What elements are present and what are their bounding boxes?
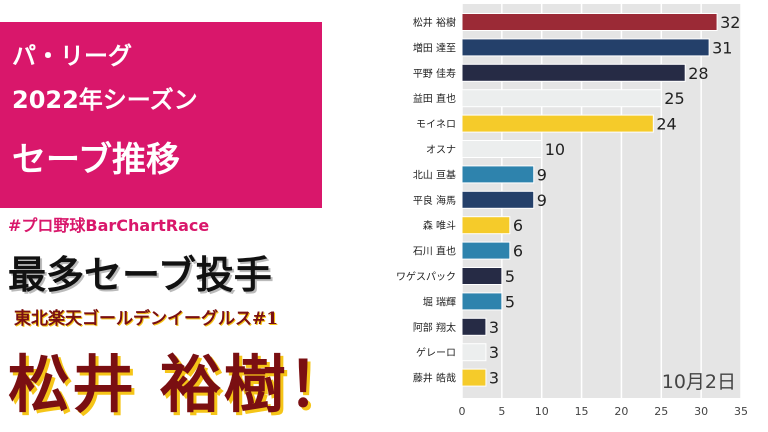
bar xyxy=(461,89,662,108)
title-season: 2022年シーズン xyxy=(12,86,198,114)
value-label: 32 xyxy=(720,13,740,32)
winner-name: 松井 裕樹！ xyxy=(8,348,352,421)
value-label: 3 xyxy=(489,343,499,362)
bar xyxy=(461,38,710,57)
x-tick-label: 30 xyxy=(694,405,708,418)
category-label: 北山 亘基 xyxy=(413,168,456,181)
value-label: 5 xyxy=(505,267,515,286)
bar xyxy=(461,13,718,31)
hashtag: #プロ野球BarChartRace xyxy=(8,216,210,235)
date-label: 10月2日 xyxy=(662,371,736,393)
category-label: 石川 直也 xyxy=(413,245,456,258)
bar xyxy=(461,216,511,235)
bar xyxy=(461,114,654,133)
category-label: 藤井 皓哉 xyxy=(413,372,456,385)
category-label: オスナ xyxy=(426,144,456,156)
value-label: 3 xyxy=(489,318,499,337)
bar xyxy=(461,63,686,82)
bar xyxy=(461,190,535,209)
bar xyxy=(461,165,535,184)
title-box: パ・リーグ 2022年シーズン セーブ推移 xyxy=(0,22,322,208)
category-label: 堀 瑞輝 xyxy=(423,296,456,308)
category-label: モイネロ xyxy=(416,119,456,131)
title-league: パ・リーグ xyxy=(12,42,132,70)
category-label: 増田 達至 xyxy=(413,41,456,54)
bar xyxy=(461,292,503,311)
heading: 最多セーブ投手 xyxy=(8,253,272,297)
bar xyxy=(461,241,511,260)
x-tick-label: 20 xyxy=(614,405,628,418)
category-label: 松井 裕樹 xyxy=(413,16,456,29)
x-tick-label: 10 xyxy=(535,405,549,418)
value-label: 3 xyxy=(489,369,499,388)
value-label: 5 xyxy=(505,292,515,311)
category-label: 平野 佳寿 xyxy=(413,67,456,80)
x-tick-label: 0 xyxy=(459,405,466,418)
value-label: 6 xyxy=(513,242,523,261)
category-label: 平良 海馬 xyxy=(413,194,456,207)
bar xyxy=(461,267,503,285)
title-main: セーブ推移 xyxy=(12,140,180,180)
bar xyxy=(461,317,487,336)
value-label: 25 xyxy=(664,89,684,108)
category-label: ワゲスパック xyxy=(396,271,456,283)
x-tick-label: 5 xyxy=(498,405,505,418)
value-label: 31 xyxy=(712,38,732,57)
x-tick-label: 25 xyxy=(654,405,668,418)
category-label: ゲレーロ xyxy=(416,347,456,359)
value-label: 9 xyxy=(537,165,547,184)
value-label: 6 xyxy=(513,216,523,235)
x-tick-label: 35 xyxy=(734,405,748,418)
value-label: 9 xyxy=(537,191,547,210)
category-label: 益田 直也 xyxy=(413,92,456,105)
category-label: 森 唯斗 xyxy=(423,219,456,232)
value-label: 24 xyxy=(656,115,676,134)
category-label: 阿部 翔太 xyxy=(413,321,456,334)
bar xyxy=(461,140,543,158)
value-label: 28 xyxy=(688,64,708,83)
value-label: 10 xyxy=(545,140,565,159)
x-tick-label: 15 xyxy=(575,405,589,418)
bar xyxy=(461,368,487,387)
team-label: 東北楽天ゴールデンイーグルス#1 xyxy=(14,309,279,329)
bar xyxy=(461,343,487,362)
